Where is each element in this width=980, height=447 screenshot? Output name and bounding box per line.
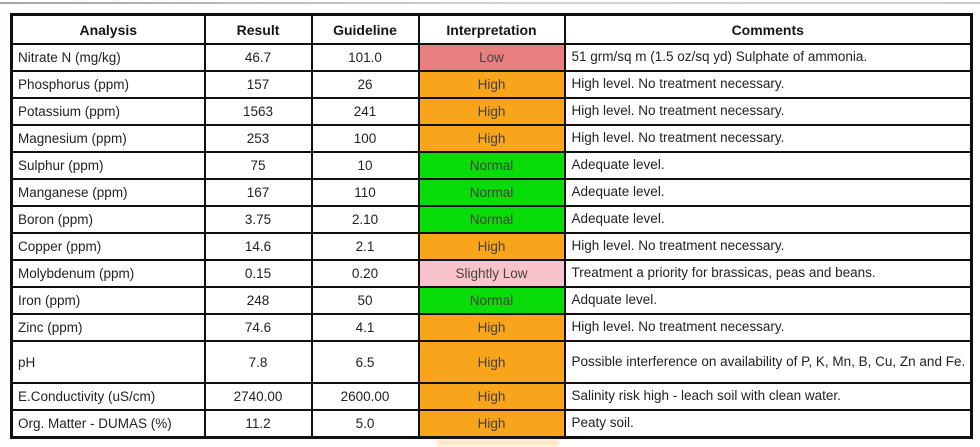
table-row: Molybdenum (ppm) 0.15 0.20 Slightly Low … (10, 259, 973, 288)
guideline-cell: 110 (310, 178, 420, 207)
guideline-cell: 241 (310, 97, 420, 126)
interpretation-cell: High (417, 382, 566, 411)
scan-artifact (437, 440, 559, 446)
result-cell: 157 (203, 70, 313, 99)
result-cell: 14.6 (203, 232, 313, 261)
result-cell: 3.75 (203, 205, 313, 234)
table-row: pH 7.8 6.5 High Possible interference on… (10, 340, 973, 384)
analysis-cell: Potassium (ppm) (10, 97, 206, 126)
table-row: E.Conductivity (uS/cm) 2740.00 2600.00 H… (10, 382, 973, 411)
table-row: Sulphur (ppm) 75 10 Normal Adequate leve… (10, 151, 973, 180)
table-row: Org. Matter - DUMAS (%) 11.2 5.0 High Pe… (10, 409, 973, 439)
analysis-cell: Manganese (ppm) (10, 178, 206, 207)
guideline-cell: 4.1 (310, 313, 420, 342)
table-row: Iron (ppm) 248 50 Normal Adquate level. (10, 286, 973, 315)
comments-cell: Salinity risk high - leach soil with cle… (563, 382, 973, 411)
table-row: Potassium (ppm) 1563 241 High High level… (10, 97, 973, 126)
analysis-cell: pH (10, 340, 206, 384)
guideline-cell: 100 (310, 124, 420, 153)
interpretation-cell: Low (417, 43, 566, 72)
analysis-cell: Copper (ppm) (10, 232, 206, 261)
analysis-cell: Boron (ppm) (10, 205, 206, 234)
guideline-cell: 2.1 (310, 232, 420, 261)
table-row: Nitrate N (mg/kg) 46.7 101.0 Low 51 grm/… (10, 43, 973, 72)
guideline-cell: 26 (310, 70, 420, 99)
interpretation-cell: High (417, 409, 566, 439)
table-row: Zinc (ppm) 74.6 4.1 High High level. No … (10, 313, 973, 342)
column-header-comments: Comments (563, 13, 973, 45)
table-row: Copper (ppm) 14.6 2.1 High High level. N… (10, 232, 973, 261)
interpretation-cell: High (417, 340, 566, 384)
interpretation-cell: Normal (417, 286, 566, 315)
result-cell: 248 (203, 286, 313, 315)
column-header-interpretation: Interpretation (417, 13, 566, 45)
analysis-cell: E.Conductivity (uS/cm) (10, 382, 206, 411)
comments-cell: High level. No treatment necessary. (563, 232, 973, 261)
table-row: Magnesium (ppm) 253 100 High High level.… (10, 124, 973, 153)
comments-cell: Treatment a priority for brassicas, peas… (563, 259, 973, 288)
header-row: Analysis Result Guideline Interpretation… (10, 13, 973, 45)
analysis-cell: Org. Matter - DUMAS (%) (10, 409, 206, 439)
guideline-cell: 50 (310, 286, 420, 315)
interpretation-cell: High (417, 97, 566, 126)
interpretation-cell: High (417, 232, 566, 261)
table-row: Phosphorus (ppm) 157 26 High High level.… (10, 70, 973, 99)
result-cell: 2740.00 (203, 382, 313, 411)
result-cell: 0.15 (203, 259, 313, 288)
interpretation-cell: High (417, 70, 566, 99)
page-top-rule (0, 2, 980, 4)
result-cell: 74.6 (203, 313, 313, 342)
soil-analysis-table: Analysis Result Guideline Interpretation… (10, 13, 973, 439)
comments-cell: Adequate level. (563, 178, 973, 207)
guideline-cell: 101.0 (310, 43, 420, 72)
comments-cell: High level. No treatment necessary. (563, 70, 973, 99)
comments-cell: Adequate level. (563, 205, 973, 234)
result-cell: 11.2 (203, 409, 313, 439)
comments-cell: Adequate level. (563, 151, 973, 180)
comments-cell: Peaty soil. (563, 409, 973, 439)
table-row: Boron (ppm) 3.75 2.10 Normal Adequate le… (10, 205, 973, 234)
guideline-cell: 2600.00 (310, 382, 420, 411)
column-header-analysis: Analysis (10, 13, 206, 45)
guideline-cell: 2.10 (310, 205, 420, 234)
guideline-cell: 5.0 (310, 409, 420, 439)
analysis-cell: Molybdenum (ppm) (10, 259, 206, 288)
guideline-cell: 0.20 (310, 259, 420, 288)
analysis-cell: Zinc (ppm) (10, 313, 206, 342)
guideline-cell: 6.5 (310, 340, 420, 384)
result-cell: 167 (203, 178, 313, 207)
comments-cell: High level. No treatment necessary. (563, 97, 973, 126)
interpretation-cell: High (417, 124, 566, 153)
interpretation-cell: Normal (417, 178, 566, 207)
interpretation-cell: Normal (417, 205, 566, 234)
result-cell: 46.7 (203, 43, 313, 72)
analysis-cell: Phosphorus (ppm) (10, 70, 206, 99)
result-cell: 253 (203, 124, 313, 153)
guideline-cell: 10 (310, 151, 420, 180)
analysis-cell: Iron (ppm) (10, 286, 206, 315)
result-cell: 7.8 (203, 340, 313, 384)
interpretation-cell: Slightly Low (417, 259, 566, 288)
analysis-cell: Nitrate N (mg/kg) (10, 43, 206, 72)
column-header-guideline: Guideline (310, 13, 420, 45)
comments-cell: Adquate level. (563, 286, 973, 315)
comments-cell: 51 grm/sq m (1.5 oz/sq yd) Sulphate of a… (563, 43, 973, 72)
comments-cell: High level. No treatment necessary. (563, 124, 973, 153)
column-header-result: Result (203, 13, 313, 45)
analysis-cell: Magnesium (ppm) (10, 124, 206, 153)
result-cell: 75 (203, 151, 313, 180)
table-row: Manganese (ppm) 167 110 Normal Adequate … (10, 178, 973, 207)
result-cell: 1563 (203, 97, 313, 126)
analysis-cell: Sulphur (ppm) (10, 151, 206, 180)
interpretation-cell: Normal (417, 151, 566, 180)
comments-cell: High level. No treatment necessary. (563, 313, 973, 342)
comments-cell: Possible interference on availability of… (563, 340, 973, 384)
interpretation-cell: High (417, 313, 566, 342)
